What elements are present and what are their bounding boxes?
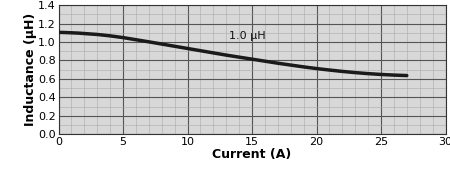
X-axis label: Current (A): Current (A) (212, 148, 292, 161)
Y-axis label: Inductance (μH): Inductance (μH) (23, 13, 36, 126)
Text: 1.0 μH: 1.0 μH (229, 31, 266, 41)
